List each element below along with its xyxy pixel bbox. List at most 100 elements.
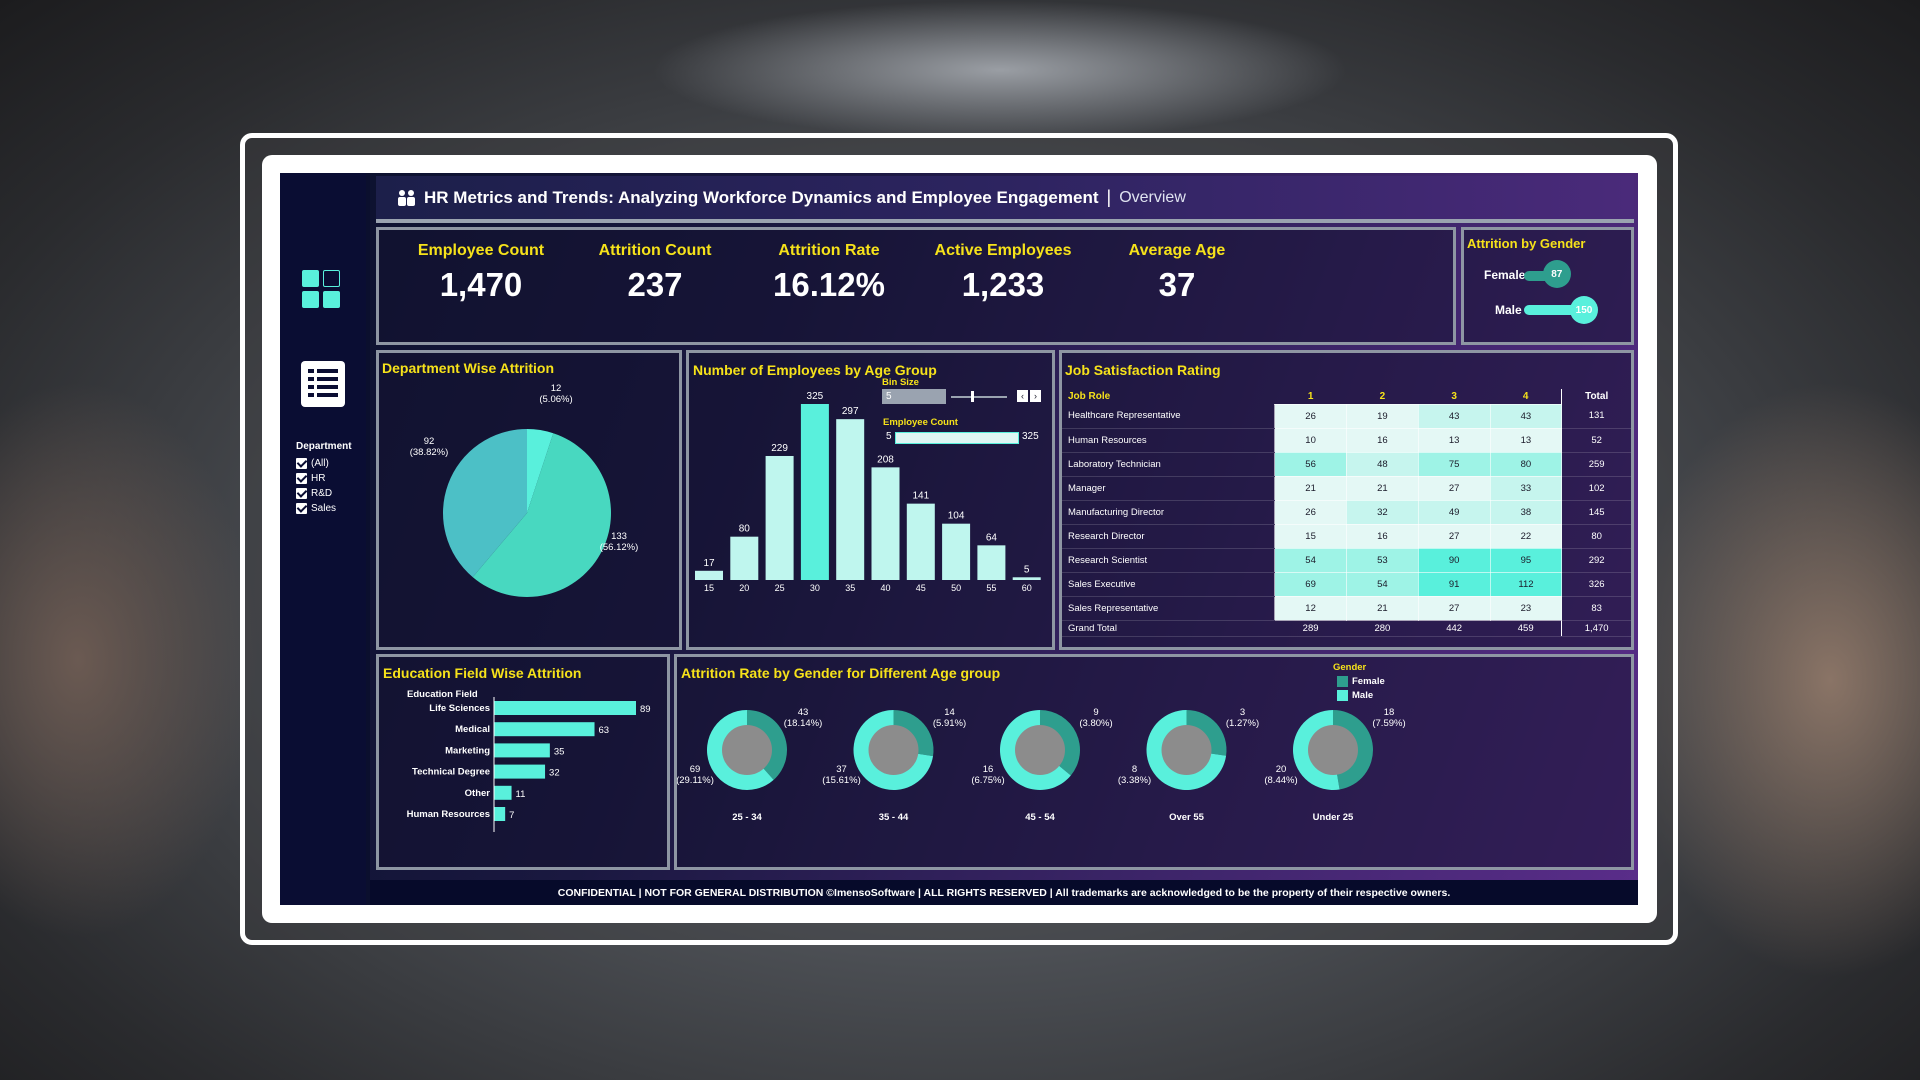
age-bar-value-55: 64 (986, 532, 998, 543)
age-bar-25 (765, 455, 794, 580)
background-blur-left (0, 380, 260, 940)
donut-male-pct-0: (29.11%) (677, 775, 714, 786)
female-bar[interactable] (1524, 271, 1559, 281)
female-value: 87 (1542, 260, 1571, 288)
job-satisfaction-title: Job Satisfaction Rating (1065, 362, 1221, 378)
donut-hole-1 (868, 725, 919, 775)
table-row[interactable]: Manufacturing Director 26 32 49 38 145 (1062, 499, 1631, 525)
age-bar-35 (836, 419, 865, 580)
department-pie-chart: 12(5.06%) 92(38.82%) 133(56.12%) (410, 383, 638, 597)
age-bar-55 (977, 545, 1006, 580)
donut-hole-3 (1161, 725, 1212, 775)
pie-label-pct-92: (38.82%) (410, 447, 449, 458)
job-rating-cell: 13 (1417, 427, 1491, 453)
age-bar-value-60: 5 (1024, 564, 1030, 575)
filter-option-rnd[interactable]: R&D (296, 488, 352, 499)
age-bar-45 (906, 503, 935, 580)
donut-female-value-0: 43 (798, 707, 809, 718)
legend-item-female[interactable]: Female (1337, 676, 1385, 687)
table-row[interactable]: Healthcare Representative 26 19 43 43 131 (1062, 403, 1631, 429)
table-row[interactable]: Sales Executive 69 54 91 112 326 (1062, 571, 1631, 597)
job-rating-cell: 442 (1418, 619, 1491, 637)
job-total-cell: 83 (1561, 596, 1631, 621)
employee-count-max: 325 (1022, 431, 1039, 442)
donut-group-label-0: 25 - 34 (732, 812, 762, 823)
age-bar-15 (695, 570, 723, 580)
male-bar[interactable] (1524, 305, 1584, 315)
job-role-cell: Manufacturing Director (1062, 500, 1275, 525)
background-blur-top (650, 0, 1350, 140)
table-row[interactable]: Research Director 15 16 27 22 80 (1062, 523, 1631, 549)
edu-bar-1 (494, 722, 595, 737)
job-role-cell: Healthcare Representative (1062, 404, 1275, 429)
table-row[interactable]: Grand Total 289 280 442 459 1,470 (1062, 619, 1631, 637)
edu-value-4: 11 (516, 789, 526, 800)
age-bar-30 (800, 404, 829, 580)
age-bar-value-45: 141 (912, 491, 929, 502)
bin-size-slider-handle[interactable] (971, 391, 974, 402)
edu-bar-4 (494, 785, 512, 800)
filter-option-sales[interactable]: Sales (296, 503, 352, 514)
education-bar-chart: Life Sciences 89 Medical 63 Marketing 35 Techn… (407, 697, 651, 832)
kpi-panel: Employee Count 1,470 Attrition Count 237 A… (376, 227, 1456, 345)
department-attrition-panel: Department Wise Attrition 12 (5.06%) 92 (38… (376, 350, 682, 650)
job-rating-cell: 16 (1345, 427, 1419, 453)
list-icon[interactable] (301, 361, 345, 407)
checkbox-rnd[interactable] (296, 488, 307, 499)
page-subtitle[interactable]: Overview (1119, 188, 1186, 206)
table-row[interactable]: Research Scientist 54 53 90 95 292 (1062, 547, 1631, 573)
rate-chart-title: Attrition Rate by Gender for Different A… (681, 665, 1001, 681)
job-rating-cell: 280 (1346, 619, 1419, 637)
edu-value-1: 63 (599, 725, 610, 736)
employee-count-filter-label: Employee Count (883, 417, 958, 428)
table-row[interactable]: Manager 21 21 27 33 102 (1062, 475, 1631, 501)
filter-option-hr[interactable]: HR (296, 473, 352, 484)
table-row[interactable]: Human Resources 10 16 13 13 52 (1062, 427, 1631, 453)
job-rating-cell: 12 (1274, 595, 1347, 621)
age-bar-value-30: 325 (807, 391, 824, 402)
job-rating-cell: 75 (1417, 451, 1491, 477)
age-group-panel: Number of Employees by Age Group Bin Siz… (686, 350, 1055, 650)
bin-size-increment-button[interactable]: › (1030, 390, 1041, 402)
job-header-2: 2 (1379, 390, 1386, 402)
age-tick-20: 20 (739, 583, 749, 593)
edu-label-0: Life Sciences (429, 703, 490, 714)
job-rating-cell: 19 (1345, 403, 1419, 429)
bin-size-decrement-button[interactable]: ‹ (1017, 390, 1028, 402)
job-rating-cell: 23 (1489, 595, 1563, 621)
donut-male-pct-2: (6.75%) (971, 775, 1004, 786)
job-header-3: 3 (1451, 390, 1457, 402)
job-total-cell: 1,470 (1561, 619, 1631, 637)
checkbox-hr[interactable] (296, 473, 307, 484)
bin-size-slider[interactable] (951, 396, 1007, 398)
checkbox-sales[interactable] (296, 503, 307, 514)
department-chart-title: Department Wise Attrition (382, 360, 555, 376)
title-bar: HR Metrics and Trends: Analyzing Workfor… (376, 176, 1634, 223)
footer-disclaimer: CONFIDENTIAL | NOT FOR GENERAL DISTRIBUT… (370, 880, 1638, 905)
dashboard-grid-icon[interactable] (302, 270, 342, 310)
edu-bar-0 (494, 701, 636, 715)
donut-female-value-2: 9 (1093, 707, 1098, 718)
filter-option-all[interactable]: (All) (296, 458, 352, 469)
edu-value-2: 35 (554, 746, 565, 757)
job-role-cell: Grand Total (1062, 619, 1275, 637)
job-rating-cell: 459 (1490, 619, 1562, 637)
job-table-header: Job Role 1 2 3 4 Total (1062, 389, 1631, 404)
pie-slice-133 (472, 433, 611, 597)
department-filter-title: Department (296, 441, 352, 452)
edu-label-4: Other (465, 788, 491, 799)
job-header-0: Job Role (1068, 391, 1111, 402)
bin-size-input[interactable]: 5 (882, 389, 946, 404)
table-row[interactable]: Sales Representative 12 21 27 23 83 (1062, 595, 1631, 621)
employee-count-range-slider[interactable] (895, 432, 1019, 444)
legend-item-male[interactable]: Male (1337, 690, 1373, 701)
pie-slice-92 (443, 429, 527, 578)
job-rating-cell: 69 (1274, 571, 1347, 597)
table-row[interactable]: Laboratory Technician 56 48 75 80 259 (1062, 451, 1631, 477)
legend-swatch-male (1337, 690, 1348, 701)
age-tick-55: 55 (986, 583, 996, 593)
edu-value-0: 89 (640, 704, 651, 715)
background-blur-right (1620, 380, 1920, 980)
checkbox-all[interactable] (296, 458, 307, 469)
age-tick-50: 50 (951, 583, 961, 593)
